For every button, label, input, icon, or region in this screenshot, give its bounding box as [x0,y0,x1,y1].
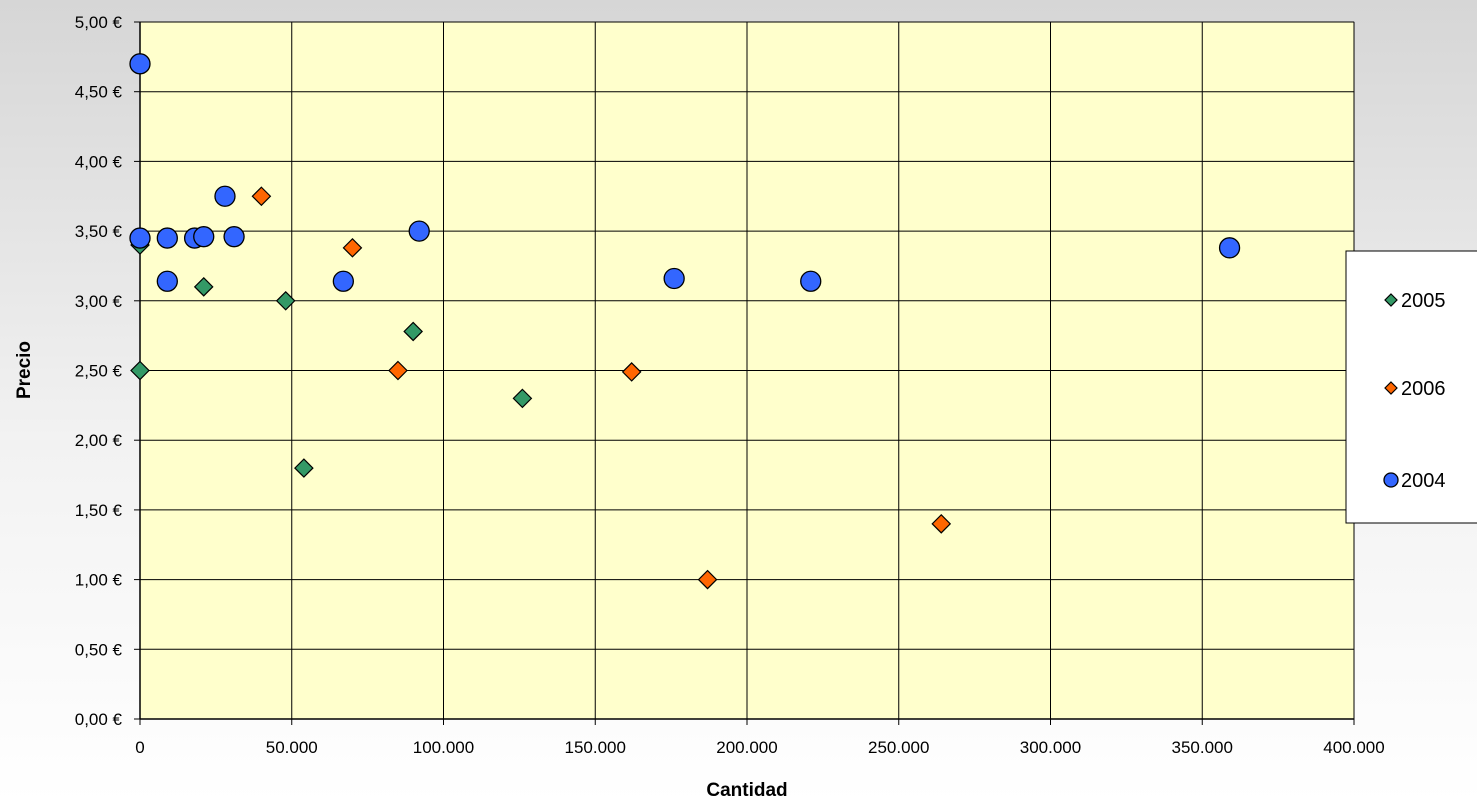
y-tick-label: 3,50 € [75,222,123,241]
data-point-2006 [931,513,952,534]
x-axis-ticks: 0 50.000 100.000 150.000 200.000 250.000 300.0… [135,719,1385,757]
legend-item-2006: 2006 [1384,378,1446,400]
x-tick-label: 350.000 [1172,738,1233,757]
x-tick-label: 150.000 [565,738,626,757]
data-point-2005 [403,321,423,342]
data-point-2004 [129,227,151,249]
y-axis-title: Precio [14,341,35,399]
data-point-2004 [156,227,178,249]
data-point-2005 [275,290,296,311]
x-tick-label: 100.000 [413,738,474,757]
data-point-2004 [800,270,822,292]
legend-item-2005: 2005 [1384,290,1446,312]
data-point-2005 [294,458,314,478]
data-point-2004 [214,185,236,207]
data-point-2006 [697,569,718,590]
x-tick-label: 400.000 [1323,738,1384,757]
data-point-2004 [156,270,178,292]
legend: 2005 2006 2004 [1345,250,1477,524]
x-axis-title: Cantidad [706,780,787,801]
series-2006 [251,186,952,590]
data-point-2004 [193,226,215,248]
y-axis-ticks: 0,00 € 0,50 € 1,00 € 1,50 € 2,00 € 2,50 € 3,00… [75,13,140,729]
x-tick-label: 200.000 [716,738,777,757]
y-tick-label: 3,00 € [75,292,123,311]
legend-item-2004: 2004 [1383,470,1446,492]
x-tick-label: 300.000 [1020,738,1081,757]
y-tick-label: 1,00 € [75,571,123,590]
data-point-2006 [621,362,642,382]
legend-marker-2004 [1383,472,1399,488]
legend-label: 2005 [1401,290,1446,312]
y-tick-label: 1,50 € [75,501,123,520]
data-point-2006 [342,237,363,258]
y-tick-label: 2,50 € [75,362,123,381]
data-point-2004 [332,270,354,292]
legend-label: 2004 [1401,470,1446,492]
data-point-2006 [251,186,272,207]
data-point-2005 [193,277,214,297]
series-2004 [129,53,1241,292]
y-tick-label: 2,00 € [75,431,123,450]
y-tick-label: 5,00 € [75,13,123,32]
data-point-2004 [1218,237,1241,259]
x-tick-label: 0 [135,738,144,757]
data-point-2004 [663,267,685,290]
data-point-2005 [512,388,533,409]
legend-marker-2006 [1384,381,1398,395]
y-tick-label: 4,50 € [75,83,123,102]
x-tick-label: 50.000 [266,738,318,757]
y-tick-label: 4,00 € [75,152,123,171]
data-point-2005 [130,360,150,381]
legend-marker-2005 [1384,293,1398,307]
legend-box [1345,250,1477,524]
data-points [129,53,1241,590]
data-point-2006 [388,360,408,381]
y-tick-label: 0,50 € [75,640,123,659]
legend-label: 2006 [1401,378,1446,400]
data-point-2004 [408,220,430,242]
data-point-2004 [129,53,151,75]
y-tick-label: 0,00 € [75,710,123,729]
data-point-2004 [223,226,245,248]
x-tick-label: 250.000 [868,738,929,757]
